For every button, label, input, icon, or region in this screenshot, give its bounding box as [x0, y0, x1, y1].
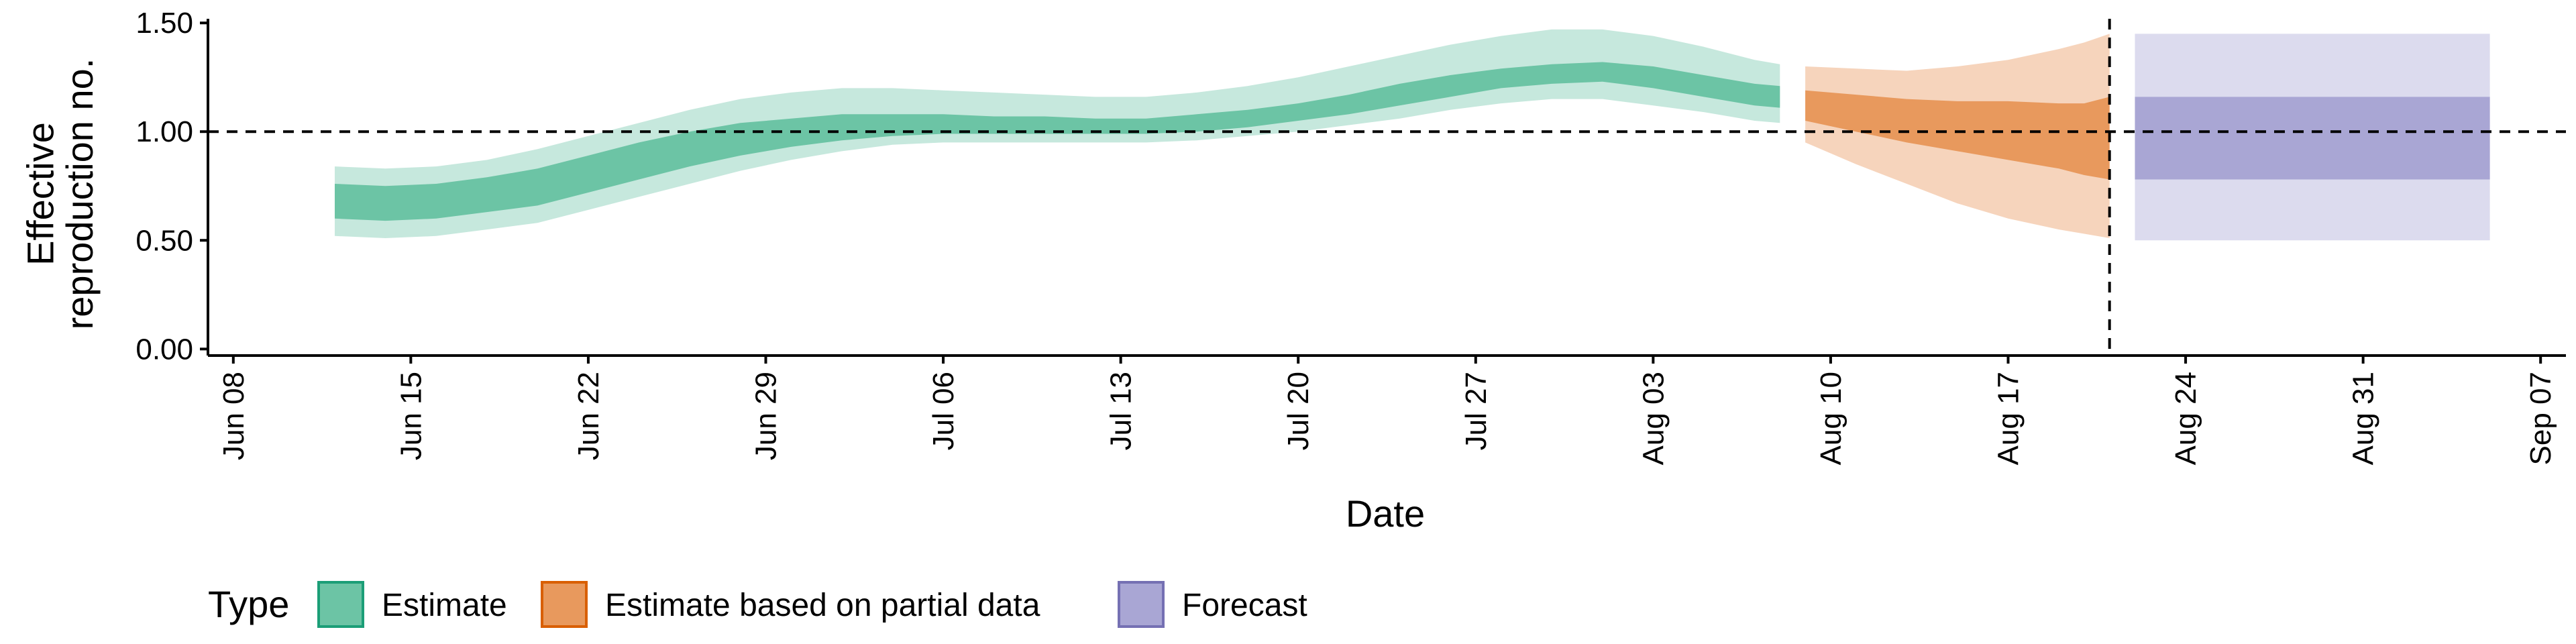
partial-inner-band — [1805, 90, 2110, 180]
y-axis-title: Effectivereproduction no. — [19, 58, 101, 330]
y-axis-ticks: 0.00 0.50 1.00 1.50 — [136, 7, 208, 366]
ribbon-bands — [335, 29, 2490, 241]
legend-label-estimate: Estimate — [382, 588, 507, 623]
legend-key-forecast — [1118, 581, 1165, 628]
x-axis-ticks: Jun 08 Jun 15 Jun 22 Jun 29 Jul 06 Jul 13 Jul … — [217, 356, 2557, 465]
estimate-inner-band — [335, 62, 1780, 221]
y-tick-label: 0.00 — [136, 333, 193, 366]
legend-title: Type — [208, 583, 289, 625]
y-tick-label: 0.50 — [136, 224, 193, 257]
x-tick-label: Jun 08 — [217, 372, 250, 460]
y-axis-title-line: Effective — [19, 122, 61, 266]
x-tick-label: Jun 29 — [750, 372, 783, 460]
legend: Type Estimate Estimate based on partial d… — [208, 581, 1307, 628]
forecast-inner-band — [2135, 97, 2490, 180]
legend-key-partial — [541, 581, 588, 628]
x-tick-label: Jul 27 — [1460, 372, 1493, 450]
x-tick-label: Aug 03 — [1637, 372, 1670, 465]
legend-key-estimate — [317, 581, 364, 628]
legend-label-partial: Estimate based on partial data — [605, 588, 1040, 623]
x-tick-label: Jun 22 — [572, 372, 605, 460]
x-tick-label: Aug 31 — [2347, 372, 2380, 465]
x-tick-label: Aug 24 — [2169, 372, 2202, 465]
y-tick-label: 1.50 — [136, 7, 193, 40]
y-axis-title-line: reproduction no. — [58, 58, 101, 330]
legend-label-forecast: Forecast — [1182, 588, 1307, 623]
y-tick-label: 1.00 — [136, 115, 193, 148]
axes — [207, 19, 2566, 357]
x-tick-label: Sep 07 — [2524, 372, 2557, 465]
x-tick-label: Jun 15 — [394, 372, 427, 460]
x-tick-label: Jul 13 — [1105, 372, 1138, 450]
x-tick-label: Jul 06 — [927, 372, 960, 450]
x-tick-label: Jul 20 — [1282, 372, 1315, 450]
x-tick-label: Aug 10 — [1815, 372, 1847, 465]
x-tick-label: Aug 17 — [1992, 372, 2025, 465]
x-axis-title: Date — [1346, 492, 1425, 535]
